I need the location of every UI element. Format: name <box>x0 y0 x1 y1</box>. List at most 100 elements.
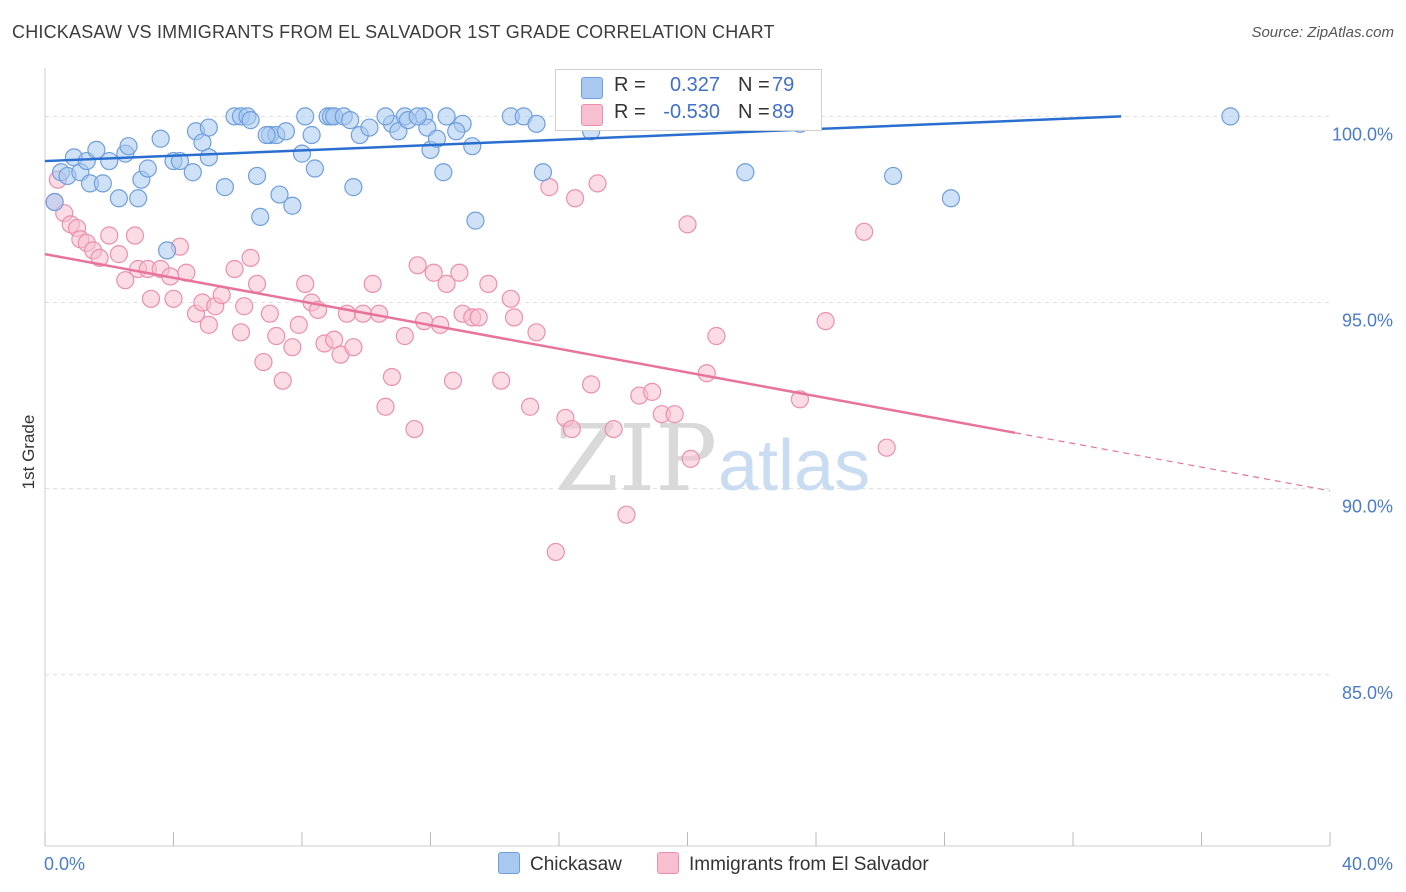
data-point <box>212 285 231 305</box>
data-point <box>1221 107 1240 126</box>
data-point <box>90 248 109 267</box>
legend-r-value: 0.327 <box>669 74 720 96</box>
x-tick-label: 40.0% <box>1342 854 1393 874</box>
trend-line <box>44 252 1016 435</box>
data-point <box>520 397 540 416</box>
data-point <box>408 107 427 126</box>
data-point <box>119 137 138 156</box>
data-point <box>479 274 498 294</box>
y-tick-label: 100.0% <box>1332 124 1393 144</box>
data-point <box>100 151 119 171</box>
data-point <box>302 125 321 145</box>
data-point <box>254 352 273 372</box>
data-point <box>617 505 636 524</box>
legend-n-value: 79 <box>772 74 795 96</box>
data-point <box>363 274 382 294</box>
data-point <box>447 122 466 141</box>
data-point <box>116 271 135 290</box>
data-point <box>408 256 427 275</box>
data-point <box>533 163 553 182</box>
data-point <box>382 367 402 387</box>
data-point <box>360 118 379 137</box>
legend-label-chickasaw: Chickasaw <box>530 854 622 875</box>
legend-row-el-salvador: R = -0.530 N = 89 <box>556 101 821 127</box>
data-point <box>376 107 395 126</box>
legend-swatch-blue <box>581 77 603 99</box>
y-tick-label: 85.0% <box>1342 683 1393 703</box>
data-point <box>405 419 424 439</box>
data-point <box>283 196 302 215</box>
correlation-legend: R = 0.327 N = 79 R = -0.530 N = 89 <box>555 69 822 131</box>
data-point <box>292 144 312 163</box>
data-point <box>270 185 289 204</box>
data-point <box>883 166 903 186</box>
data-point <box>504 308 524 327</box>
data-point <box>437 107 456 126</box>
data-point <box>283 338 302 357</box>
data-point <box>341 111 360 130</box>
data-point <box>437 274 456 294</box>
data-point <box>305 159 324 178</box>
data-point <box>257 125 276 145</box>
data-point <box>443 371 463 390</box>
data-point <box>251 207 270 226</box>
legend-n-label: N = <box>738 101 770 123</box>
data-point <box>45 192 64 212</box>
data-point <box>469 308 488 327</box>
legend-item-el-salvador[interactable]: Immigrants from El Salvador <box>657 852 929 876</box>
legend-swatch-pink <box>581 104 603 126</box>
data-point <box>296 107 315 126</box>
data-point <box>157 241 177 260</box>
data-point <box>582 375 601 394</box>
data-point <box>267 326 286 346</box>
data-point <box>681 449 700 468</box>
data-point <box>434 163 453 182</box>
data-point <box>643 382 662 401</box>
data-point <box>231 323 251 342</box>
legend-r-value: -0.530 <box>663 101 720 123</box>
data-point <box>241 111 260 130</box>
data-point <box>941 189 961 208</box>
data-point <box>344 338 363 357</box>
tick-labels: 100.0% 95.0% 90.0% 85.0% 0.0% 40.0% <box>44 124 1393 874</box>
data-point <box>241 248 260 267</box>
data-point <box>565 189 585 208</box>
data-point <box>376 397 395 416</box>
source-label[interactable]: Source: ZipAtlas.com <box>1251 24 1394 41</box>
data-point <box>93 174 112 193</box>
data-point <box>276 122 296 141</box>
legend-swatch-blue <box>498 852 520 874</box>
trend-lines <box>44 115 1331 492</box>
data-point <box>164 289 183 308</box>
data-point <box>199 118 218 137</box>
data-point <box>463 137 482 156</box>
chart-title: CHICKASAW VS IMMIGRANTS FROM EL SALVADOR… <box>12 22 775 42</box>
watermark-atlas: atlas <box>718 426 870 506</box>
data-point <box>225 259 244 279</box>
legend-r-label: R = <box>614 101 646 123</box>
data-point <box>260 304 279 323</box>
data-point <box>100 226 119 245</box>
y-tick-label: 90.0% <box>1342 497 1393 517</box>
data-point <box>855 222 874 241</box>
y-tick-label: 95.0% <box>1342 311 1393 331</box>
series-legend: Chickasaw Immigrants from El Salvador <box>0 852 1406 878</box>
y-axis-label: 1st Grade <box>19 415 38 490</box>
data-point <box>138 159 157 178</box>
data-point <box>665 405 684 424</box>
data-point <box>109 245 128 264</box>
data-point <box>247 166 267 186</box>
legend-n-label: N = <box>738 74 770 96</box>
data-point <box>562 419 581 439</box>
data-point <box>215 178 234 197</box>
legend-row-chickasaw: R = 0.327 N = 79 <box>556 74 821 100</box>
legend-item-chickasaw[interactable]: Chickasaw <box>498 852 622 876</box>
data-point <box>492 371 511 390</box>
data-point <box>289 315 308 334</box>
data-point <box>235 297 254 316</box>
data-point <box>816 312 835 331</box>
data-point <box>877 438 896 457</box>
data-point <box>395 326 414 346</box>
data-point <box>296 274 315 294</box>
data-point <box>527 323 546 342</box>
